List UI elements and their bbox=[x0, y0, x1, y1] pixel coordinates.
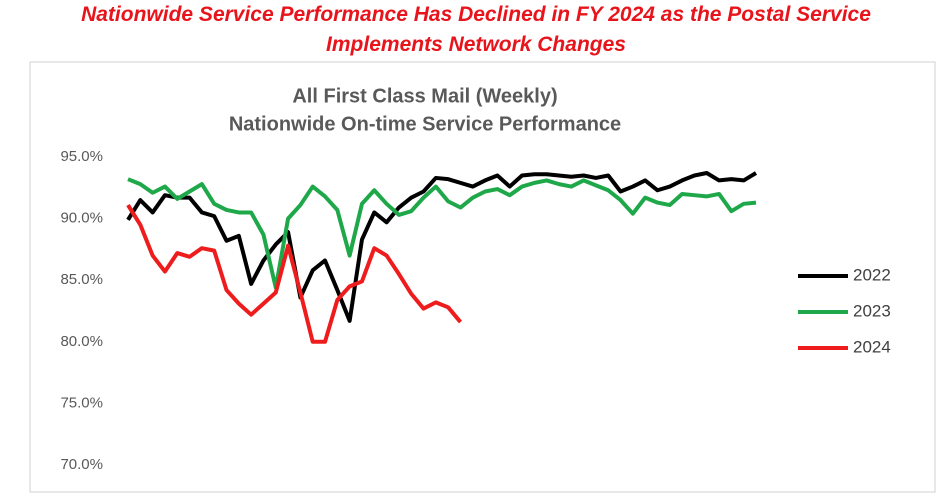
y-tick-label: 75.0% bbox=[60, 394, 103, 411]
y-tick-label: 70.0% bbox=[60, 456, 103, 473]
chart-frame bbox=[29, 61, 936, 493]
y-tick-label: 80.0% bbox=[60, 333, 103, 350]
legend-label: 2022 bbox=[853, 265, 891, 284]
legend-label: 2023 bbox=[853, 301, 891, 320]
line-series bbox=[126, 203, 463, 344]
chart-title: All First Class Mail (Weekly) bbox=[292, 85, 557, 107]
y-tick-label: 90.0% bbox=[60, 210, 103, 227]
y-tick-label: 85.0% bbox=[60, 271, 103, 288]
chart-subtitle: Nationwide On-time Service Performance bbox=[229, 113, 621, 135]
y-tick-label: 95.0% bbox=[60, 148, 103, 165]
line-series bbox=[126, 171, 758, 323]
line-series bbox=[127, 177, 757, 290]
legend-label: 2024 bbox=[853, 337, 891, 356]
page-title: Nationwide Service Performance Has Decli… bbox=[81, 3, 871, 56]
